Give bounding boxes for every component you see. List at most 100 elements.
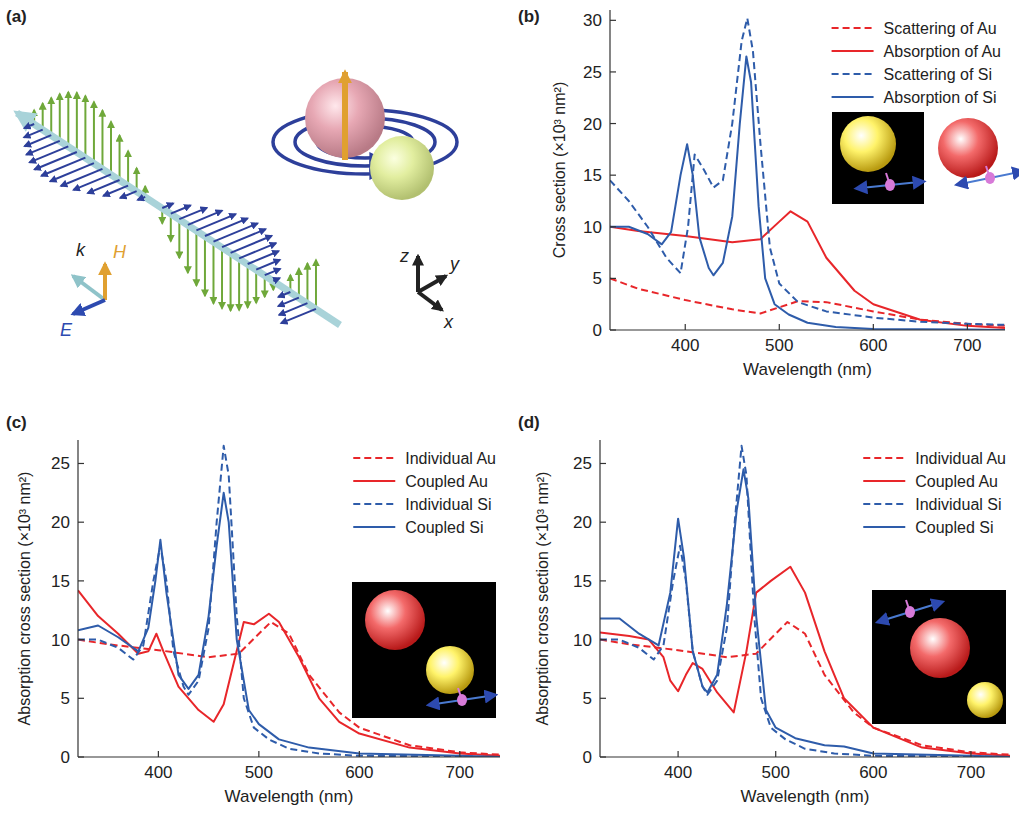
- y-axis-title: Cross section (×10³ nm²): [551, 82, 568, 259]
- diagram: (a)kHEzyx: [6, 7, 460, 340]
- h-arrow: [298, 269, 300, 298]
- y-tick: [600, 639, 606, 640]
- e-arrow: [196, 214, 235, 230]
- panel-label: (c): [6, 413, 27, 432]
- h-arrow: [238, 258, 240, 310]
- legend: Scattering of AuAbsorption of AuScatteri…: [832, 20, 1001, 106]
- y-tick: [610, 278, 616, 279]
- series-line: [610, 211, 1005, 328]
- dipole-stem: [986, 166, 990, 178]
- legend-swatch: [353, 457, 395, 459]
- inset: [832, 112, 1019, 204]
- panel-label: (d): [518, 413, 540, 432]
- x-tick-label: 600: [859, 336, 887, 355]
- y-tick: [610, 175, 616, 176]
- x-tick: [677, 751, 678, 757]
- e-arrow: [24, 124, 34, 128]
- y-tick: [78, 463, 84, 464]
- legend-swatch: [832, 73, 874, 75]
- y-tick-label: 30: [583, 11, 602, 30]
- magnetic-dipole: [342, 72, 348, 160]
- x-axis-title: Wavelength (nm): [225, 787, 354, 806]
- h-arrow: [67, 92, 69, 146]
- x-label: x: [443, 312, 454, 332]
- x-tick: [258, 751, 259, 757]
- series-line: [600, 469, 1010, 757]
- y-tick: [600, 522, 606, 523]
- h-label: H: [113, 242, 127, 262]
- h-arrow: [50, 98, 52, 135]
- legend-label: Absorption of Si: [884, 89, 997, 106]
- h-arrow: [230, 253, 232, 311]
- e-arrow: [24, 130, 43, 138]
- e-arrow: [41, 158, 85, 176]
- x-tick: [967, 324, 968, 330]
- x-tick: [459, 751, 460, 757]
- series-line: [78, 446, 500, 757]
- series-line: [610, 18, 1005, 325]
- legend-label: Individual Au: [405, 450, 496, 467]
- y-axis-line: [77, 440, 78, 757]
- legend-swatch: [832, 27, 874, 29]
- legend-label: Absorption of Au: [884, 43, 1001, 60]
- legend-swatch: [863, 457, 905, 459]
- e-arrow: [73, 174, 111, 189]
- h-arrow: [178, 219, 180, 258]
- x-tick: [779, 324, 780, 330]
- h-arrow: [101, 110, 103, 168]
- chart: 0510152025400500600700Wavelength (nm)Abs…: [6, 413, 500, 806]
- e-arrow: [205, 218, 248, 236]
- h-axis: [103, 264, 107, 300]
- legend-label: Scattering of Si: [884, 66, 993, 83]
- series-group: [600, 446, 1010, 757]
- legend-label: Coupled Si: [915, 519, 993, 536]
- inset-si-sphere: [840, 116, 896, 172]
- y-tick-label: 25: [573, 454, 592, 473]
- legend-label: Individual Au: [915, 450, 1006, 467]
- x-tick-label: 400: [144, 763, 172, 782]
- e-arrow: [25, 135, 52, 146]
- x-tick-label: 700: [957, 763, 985, 782]
- silicon-sphere: [370, 136, 434, 200]
- k-axis: [73, 276, 105, 300]
- y-tick: [600, 698, 606, 699]
- h-arrow: [306, 263, 308, 303]
- legend-swatch: [832, 96, 874, 98]
- legend-label: Individual Si: [405, 496, 491, 513]
- h-arrow: [212, 242, 214, 304]
- legend-label: Coupled Au: [405, 473, 488, 490]
- y-tick-label: 5: [593, 269, 602, 288]
- y-tick: [78, 580, 84, 581]
- y-tick: [610, 123, 616, 124]
- e-arrow: [179, 208, 207, 219]
- z-axis: [416, 256, 420, 292]
- y-tick-label: 15: [573, 572, 592, 591]
- panel-label: (b): [518, 7, 540, 26]
- y-tick-label: 25: [583, 63, 602, 82]
- y-tick: [78, 698, 84, 699]
- x-tick-label: 500: [245, 763, 273, 782]
- x-tick-label: 400: [671, 336, 699, 355]
- inset-si-sphere: [967, 682, 1003, 718]
- y-tick-label: 20: [51, 513, 70, 532]
- h-arrow: [247, 264, 249, 308]
- figure: (a)kHEzyx051015202530400500600700Wavelen…: [0, 0, 1019, 816]
- y-tick: [600, 463, 606, 464]
- h-arrow: [84, 96, 86, 158]
- h-arrow: [127, 151, 129, 186]
- e-arrow: [50, 163, 94, 181]
- y-tick-label: 20: [573, 513, 592, 532]
- x-tick: [873, 324, 874, 330]
- e-arrow: [30, 146, 69, 162]
- inset-frame: [352, 582, 496, 718]
- legend-swatch: [863, 503, 905, 505]
- y-tick-label: 10: [573, 631, 592, 650]
- wave-vector: [17, 113, 340, 325]
- e-arrow: [61, 169, 103, 186]
- inset-si-sphere: [426, 646, 474, 694]
- z-label: z: [399, 246, 409, 266]
- chart: 051015202530400500600700Wavelength (nm)C…: [518, 7, 1019, 379]
- series-line: [610, 56, 1005, 330]
- x-tick: [359, 751, 360, 757]
- y-tick-label: 15: [583, 166, 602, 185]
